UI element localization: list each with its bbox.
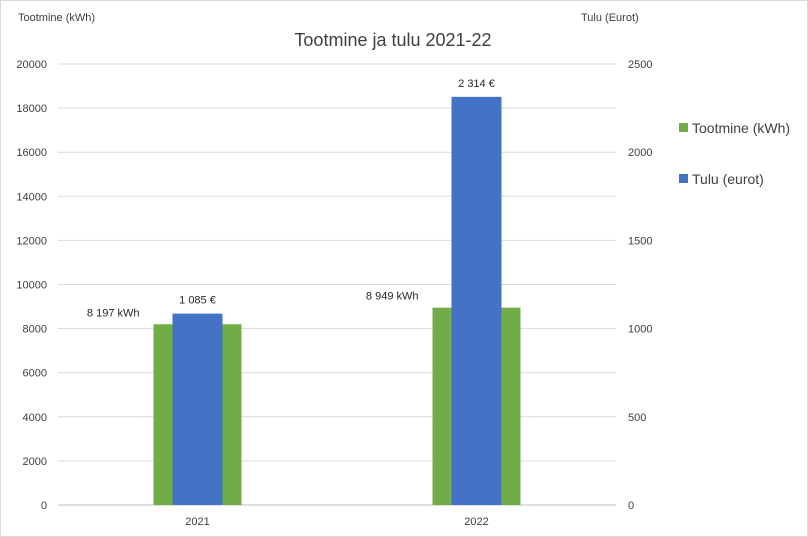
y-left-tick-label: 18000 <box>16 103 47 115</box>
y-left-axis-title: Tootmine (kWh) <box>18 12 95 24</box>
legend-swatch-tootmine <box>679 123 688 132</box>
y-right-tick-label: 0 <box>628 500 634 512</box>
legend-label-tootmine: Tootmine (kWh) <box>692 120 790 136</box>
bar-tulu <box>172 313 223 505</box>
x-tick-label: 2022 <box>464 516 488 528</box>
y-left-tick-label: 8000 <box>23 324 47 336</box>
gridlines <box>58 63 616 506</box>
chart-title: Tootmine ja tulu 2021-22 <box>294 30 491 50</box>
legend-label-tulu: Tulu (eurot) <box>692 171 764 187</box>
data-label-tulu: 2 314 € <box>458 78 495 90</box>
y-right-axis-title: Tulu (Eurot) <box>581 12 639 24</box>
y-left-tick-label: 4000 <box>23 412 47 424</box>
bar-tulu <box>451 96 502 506</box>
legend: Tootmine (kWh) Tulu (eurot) <box>679 120 790 187</box>
y-right-tick-label: 2500 <box>628 59 652 71</box>
y-left-tick-label: 16000 <box>16 147 47 159</box>
y-right-tick-label: 1000 <box>628 324 652 336</box>
bars <box>153 96 521 506</box>
y-left-tick-label: 6000 <box>23 368 47 380</box>
legend-swatch-tulu <box>679 174 688 183</box>
y-left-tick-label: 2000 <box>23 456 47 468</box>
y-left-tick-label: 10000 <box>16 280 47 292</box>
y-right-tick-label: 500 <box>628 412 646 424</box>
data-label-tulu: 1 085 € <box>179 295 216 307</box>
y-left-tick-label: 14000 <box>16 191 47 203</box>
y-left-tick-label: 0 <box>41 500 47 512</box>
x-tick-label: 2021 <box>185 516 209 528</box>
axis-ticks: 0200040006000800010000120001400016000180… <box>16 59 652 528</box>
y-right-tick-label: 1500 <box>628 235 652 247</box>
y-right-tick-label: 2000 <box>628 147 652 159</box>
data-label-tootmine: 8 197 kWh <box>87 307 140 319</box>
y-left-tick-label: 12000 <box>16 235 47 247</box>
y-left-tick-label: 20000 <box>16 59 47 71</box>
data-label-tootmine: 8 949 kWh <box>366 291 419 303</box>
data-labels: 8 197 kWh 8 949 kWh 1 085 € 2 314 € <box>87 78 495 319</box>
